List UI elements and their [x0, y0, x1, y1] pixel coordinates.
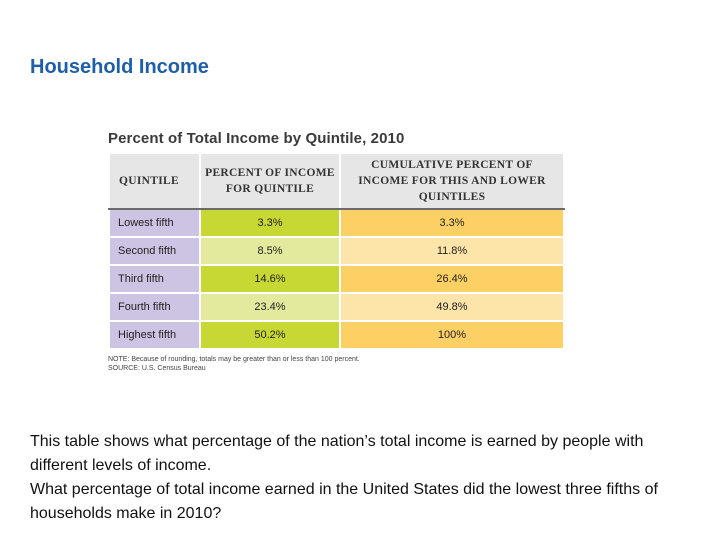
percent-value: 14.6%	[199, 264, 341, 294]
slide-title: Household Income	[30, 56, 209, 78]
header-quintile: QUINTILE	[108, 152, 201, 210]
header-cumulative: CUMULATIVE PERCENT OF INCOME FOR THIS AN…	[339, 152, 565, 210]
income-table-figure: Percent of Total Income by Quintile, 201…	[108, 130, 568, 373]
table-row: Highest fifth 50.2% 100%	[108, 320, 565, 350]
quintile-label: Lowest fifth	[108, 208, 201, 238]
table-header-row: QUINTILE PERCENT OF INCOME FOR QUINTILE …	[108, 152, 565, 210]
quintile-label: Third fifth	[108, 264, 201, 294]
table-row: Second fifth 8.5% 11.8%	[108, 236, 565, 266]
quintile-label: Highest fifth	[108, 320, 201, 350]
question-paragraph: What percentage of total income earned i…	[30, 481, 658, 522]
table-title: Percent of Total Income by Quintile, 201…	[108, 130, 405, 147]
table-row: Lowest fifth 3.3% 3.3%	[108, 208, 565, 238]
note-text: NOTE: Because of rounding, totals may be…	[108, 356, 360, 363]
quintile-label: Second fifth	[108, 236, 201, 266]
table-note: NOTE: Because of rounding, totals may be…	[108, 355, 568, 373]
percent-value: 8.5%	[199, 236, 341, 266]
table-row: Third fifth 14.6% 26.4%	[108, 264, 565, 294]
percent-value: 3.3%	[199, 208, 341, 238]
header-percent: PERCENT OF INCOME FOR QUINTILE	[199, 152, 341, 210]
source-text: SOURCE: U.S. Census Bureau	[108, 365, 206, 372]
cumulative-value: 3.3%	[339, 208, 565, 238]
percent-value: 23.4%	[199, 292, 341, 322]
body-text: This table shows what percentage of the …	[30, 430, 700, 526]
cumulative-value: 11.8%	[339, 236, 565, 266]
description-paragraph: This table shows what percentage of the …	[30, 433, 644, 474]
quintile-table: QUINTILE PERCENT OF INCOME FOR QUINTILE …	[108, 152, 565, 350]
quintile-label: Fourth fifth	[108, 292, 201, 322]
percent-value: 50.2%	[199, 320, 341, 350]
cumulative-value: 100%	[339, 320, 565, 350]
table-row: Fourth fifth 23.4% 49.8%	[108, 292, 565, 322]
cumulative-value: 26.4%	[339, 264, 565, 294]
cumulative-value: 49.8%	[339, 292, 565, 322]
